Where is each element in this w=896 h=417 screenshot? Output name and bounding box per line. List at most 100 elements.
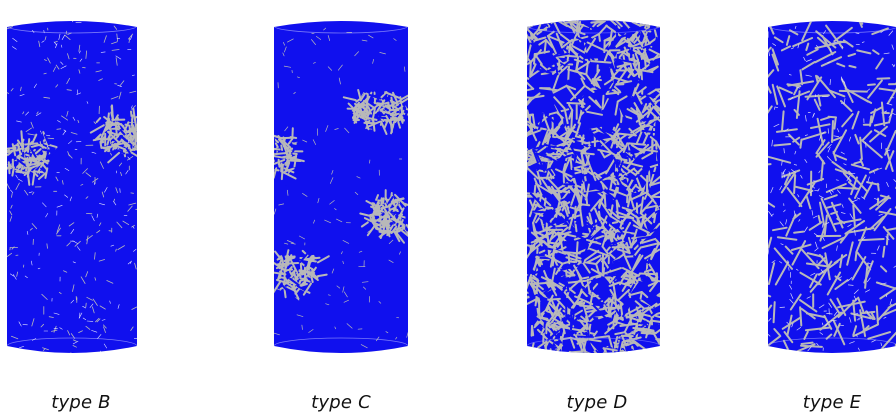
mesh-strand xyxy=(811,185,815,189)
network-strand xyxy=(628,144,636,159)
network-strand xyxy=(588,226,605,242)
network-strand xyxy=(603,189,618,202)
network-strand xyxy=(529,241,544,254)
mesh-strand xyxy=(861,236,866,241)
fibre-strand xyxy=(815,139,826,155)
mesh-strand xyxy=(7,252,13,257)
network-strand xyxy=(558,197,569,203)
network-strand xyxy=(553,359,556,367)
mesh-strand xyxy=(16,271,19,277)
mesh-strand xyxy=(854,229,856,236)
network-strand xyxy=(569,145,577,157)
network-strand xyxy=(625,313,643,319)
mesh-strand xyxy=(16,120,22,123)
damage-patch-strand xyxy=(354,102,364,109)
mesh-strand xyxy=(853,312,859,316)
mesh-strand xyxy=(293,91,296,95)
network-strand xyxy=(544,361,550,364)
network-strand xyxy=(566,40,572,62)
damage-patch-strand xyxy=(115,148,126,155)
network-strand xyxy=(641,151,654,160)
mesh-strand xyxy=(324,219,332,224)
mesh-strand xyxy=(840,76,843,82)
fibre-strand xyxy=(768,236,773,249)
network-strand xyxy=(585,315,590,332)
mesh-strand xyxy=(130,352,135,353)
fibre-strand xyxy=(799,271,822,286)
network-strand xyxy=(572,173,589,179)
mesh-strand xyxy=(98,259,105,262)
mesh-strand xyxy=(781,160,783,166)
mesh-strand xyxy=(327,66,333,71)
fibre-strand xyxy=(879,283,896,300)
mesh-strand xyxy=(42,202,47,208)
network-strand xyxy=(611,80,633,86)
mesh-strand xyxy=(790,293,794,299)
network-strand xyxy=(537,68,554,75)
network-strand xyxy=(609,188,629,197)
fibre-strand xyxy=(820,56,843,67)
mesh-strand xyxy=(64,34,71,40)
network-strand xyxy=(653,29,658,39)
damage-patch-strand xyxy=(302,282,312,296)
mesh-strand xyxy=(74,240,81,247)
damage-patch-strand xyxy=(35,154,49,165)
panel-label-type-b: type B xyxy=(51,392,111,413)
network-strand xyxy=(545,39,554,49)
mesh-strand xyxy=(89,303,94,308)
mesh-strand xyxy=(849,317,852,323)
mesh-strand xyxy=(58,291,62,295)
network-strand xyxy=(537,340,548,349)
fibre-strand xyxy=(885,227,896,232)
fibre-strand xyxy=(876,77,891,80)
damage-patch-strand xyxy=(44,142,58,149)
damage-patch-strand xyxy=(13,144,19,148)
network-strand xyxy=(581,355,587,357)
damage-patch-strand xyxy=(284,281,297,290)
damage-patch-strand xyxy=(384,107,389,112)
network-strand xyxy=(636,86,647,95)
damage-patch-strand xyxy=(366,224,377,237)
network-strand xyxy=(527,95,532,99)
mesh-strand xyxy=(783,209,786,213)
damage-patch-strand xyxy=(385,115,392,126)
damage-patch-strand xyxy=(278,138,289,150)
fibre-strand xyxy=(842,39,854,48)
network-strand xyxy=(649,136,658,143)
mesh-strand xyxy=(127,155,134,161)
network-strand xyxy=(591,303,607,320)
fibre-strand xyxy=(850,163,871,171)
network-strand xyxy=(617,289,630,301)
mesh-strand xyxy=(128,202,137,206)
mesh-strand xyxy=(82,305,86,309)
fibre-strand xyxy=(847,52,856,57)
fibre-strand xyxy=(772,226,788,232)
mesh-strand xyxy=(64,194,68,198)
mesh-strand xyxy=(111,49,120,51)
network-strand xyxy=(533,53,536,65)
mesh-strand xyxy=(27,133,36,136)
mesh-strand xyxy=(877,245,880,251)
mesh-strand xyxy=(824,222,830,225)
network-strand xyxy=(601,231,608,248)
mesh-strand xyxy=(56,205,63,208)
fibre-strand xyxy=(837,297,858,319)
fibre-strand xyxy=(856,251,872,271)
damage-patch-strand xyxy=(31,133,38,145)
damage-patch-strand xyxy=(296,285,308,292)
network-strand xyxy=(535,9,548,18)
network-strand xyxy=(583,307,606,314)
network-strand xyxy=(567,213,575,232)
network-strand xyxy=(567,68,588,76)
network-strand xyxy=(587,321,609,326)
network-strand xyxy=(635,107,641,125)
fibre-strand xyxy=(868,168,879,174)
network-strand xyxy=(584,350,598,353)
network-strand xyxy=(590,268,605,277)
mesh-strand xyxy=(327,294,331,296)
network-strand xyxy=(554,265,576,270)
mesh-strand xyxy=(779,261,783,264)
mesh-strand xyxy=(30,260,33,266)
mesh-strand xyxy=(117,245,125,251)
network-strand xyxy=(605,156,617,175)
